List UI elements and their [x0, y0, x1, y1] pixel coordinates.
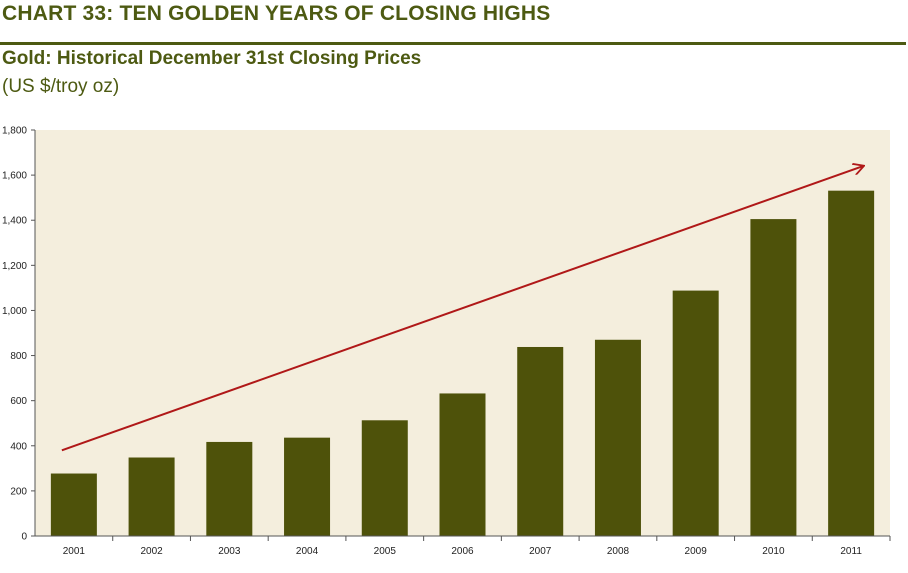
y-tick-label: 1,200 — [2, 261, 27, 272]
x-tick-label: 2006 — [451, 546, 474, 557]
title-rule — [0, 42, 906, 45]
x-tick-label: 2009 — [685, 546, 708, 557]
bar-2004 — [284, 437, 331, 536]
bar-2007 — [517, 346, 564, 536]
bar-2008 — [594, 339, 641, 536]
y-tick-label: 1,000 — [2, 306, 27, 317]
x-tick-label: 2002 — [140, 546, 163, 557]
bar-2010 — [750, 219, 797, 536]
x-tick-label: 2007 — [529, 546, 552, 557]
bar-2003 — [206, 441, 253, 536]
x-tick-label: 2010 — [762, 546, 785, 557]
bar-2009 — [672, 290, 719, 536]
x-tick-label: 2005 — [374, 546, 397, 557]
bar-2011 — [828, 190, 875, 536]
y-tick-label: 1,400 — [2, 216, 27, 227]
chart-title: CHART 33: TEN GOLDEN YEARS OF CLOSING HI… — [2, 2, 551, 25]
units-label: (US $/troy oz) — [2, 76, 120, 97]
y-tick-label: 0 — [21, 532, 27, 543]
y-tick-label: 800 — [10, 351, 27, 362]
x-tick-label: 2001 — [63, 546, 86, 557]
bar-2006 — [439, 393, 486, 536]
x-tick-label: 2004 — [296, 546, 319, 557]
trend-arrow — [61, 166, 863, 452]
y-tick-label: 200 — [10, 486, 27, 497]
y-tick-label: 1,800 — [2, 126, 27, 137]
bar-2005 — [361, 420, 408, 536]
x-tick-label: 2003 — [218, 546, 241, 557]
y-tick-label: 600 — [10, 396, 27, 407]
x-tick-label: 2008 — [607, 546, 630, 557]
y-tick-label: 1,600 — [2, 171, 27, 182]
x-tick-label: 2011 — [840, 546, 862, 557]
bar-2001 — [50, 473, 97, 536]
y-tick-label: 400 — [10, 441, 27, 452]
bar-2002 — [128, 457, 175, 536]
chart-subtitle: Gold: Historical December 31st Closing P… — [2, 48, 422, 69]
